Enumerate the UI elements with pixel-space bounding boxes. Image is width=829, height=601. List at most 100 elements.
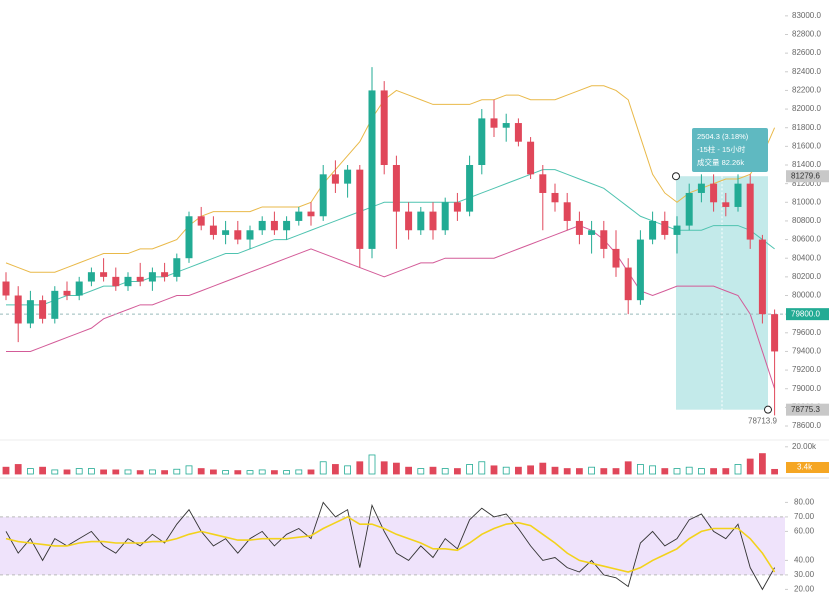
candle-body: [63, 290, 71, 296]
y-tick-label: 81800.0: [792, 123, 821, 132]
candle-body: [2, 281, 10, 296]
volume-bar: [685, 466, 693, 475]
price-label-bg: [786, 403, 829, 416]
volume-current: 3.4k: [797, 463, 813, 472]
rsi-tick-label: 20.00: [794, 585, 815, 594]
y-tick-label: 81200.0: [792, 179, 821, 188]
candle-body: [636, 239, 644, 301]
volume-bar: [307, 469, 315, 475]
volume-bar: [563, 468, 571, 475]
candle-body: [124, 276, 132, 287]
y-tick-label: 80600.0: [792, 235, 821, 244]
volume-bar: [734, 464, 742, 475]
candle-body: [197, 216, 205, 226]
volume-bar: [270, 470, 278, 475]
candle-body: [441, 202, 449, 231]
candle-body: [112, 276, 120, 287]
volume-bar: [39, 466, 46, 475]
volume-bar: [698, 468, 705, 475]
y-tick-label: 80800.0: [792, 216, 821, 225]
candle-body: [209, 225, 217, 235]
y-tick-label: 81000.0: [792, 197, 821, 206]
volume-bar: [319, 461, 327, 475]
volume-bar: [466, 464, 474, 475]
measure-point: [672, 172, 680, 181]
y-tick-label: 82200.0: [792, 86, 821, 95]
volume-bar: [612, 468, 620, 475]
bollinger-line: [6, 169, 775, 306]
measure-text: -15柱 - 15小时: [697, 144, 746, 154]
volume-bar: [368, 454, 376, 475]
candle-body: [222, 230, 230, 235]
candle-body: [502, 123, 510, 128]
volume-bar: [185, 465, 193, 475]
volume-tick-label: 20.00k: [792, 442, 817, 451]
volume-bar: [710, 468, 717, 475]
volume-bar: [405, 466, 413, 475]
volume-bar: [356, 461, 364, 475]
volume-bar: [295, 469, 303, 475]
rsi-line: [5, 515, 776, 573]
volume-bar: [112, 469, 120, 475]
candle-body: [722, 202, 730, 207]
rsi-tick-label: 30.00: [794, 570, 815, 579]
volume-bar: [161, 470, 169, 475]
volume-bar: [246, 470, 254, 475]
candle-body: [575, 220, 583, 235]
candle-body: [161, 272, 169, 277]
candle-body: [283, 220, 291, 231]
candle-body: [588, 230, 596, 235]
volume-bar: [600, 468, 608, 475]
volume-bar: [100, 469, 107, 475]
volume-bar: [63, 469, 71, 475]
volume-bar: [759, 453, 766, 475]
rsi-tick-label: 60.00: [794, 527, 815, 536]
y-tick-label: 80200.0: [792, 272, 821, 281]
candle-body: [539, 174, 547, 193]
low-label: 78713.9: [748, 417, 777, 426]
y-tick-label: 79400.0: [792, 347, 821, 356]
volume-bar: [624, 461, 632, 475]
volume-bar: [209, 469, 217, 475]
volume-bar: [551, 466, 559, 475]
volume-bar: [588, 466, 595, 475]
candle-body: [453, 202, 461, 212]
candle-body: [685, 192, 693, 226]
candle-body: [490, 118, 498, 128]
candle-body: [148, 272, 156, 282]
price-label: 78775.3: [791, 405, 820, 414]
price-label: 81279.6: [791, 171, 820, 180]
y-tick-label: 81400.0: [792, 160, 821, 169]
volume-bar: [222, 470, 230, 475]
volume-bar: [490, 465, 498, 475]
volume-bar: [649, 465, 656, 475]
volume-bar: [478, 461, 486, 475]
volume-bar: [88, 468, 95, 475]
rsi-tick-label: 80.00: [794, 498, 815, 507]
measure-point: [764, 405, 772, 414]
y-tick-label: 82400.0: [792, 67, 821, 76]
candle-body: [563, 202, 571, 221]
volume-bar: [344, 465, 352, 475]
candle-body: [173, 258, 181, 277]
volume-bar: [51, 469, 59, 475]
y-tick-label: 82800.0: [792, 30, 821, 39]
candle-body: [697, 183, 705, 193]
candle-body: [319, 174, 327, 217]
candle-body: [600, 230, 608, 249]
price-label-bg: [786, 308, 829, 321]
candle-body: [746, 183, 754, 240]
bollinger-line: [5, 85, 776, 273]
candle-body: [344, 169, 352, 184]
y-tick-label: 82600.0: [792, 48, 821, 57]
candle-body: [466, 165, 474, 212]
candle-body: [307, 211, 315, 217]
volume-bar: [576, 468, 583, 475]
candle-body: [551, 192, 559, 203]
price-label-bg: [786, 170, 829, 183]
y-tick-label: 79200.0: [792, 365, 821, 374]
bollinger-line: [6, 225, 776, 389]
volume-bar: [136, 470, 144, 475]
candle-body: [758, 239, 766, 315]
